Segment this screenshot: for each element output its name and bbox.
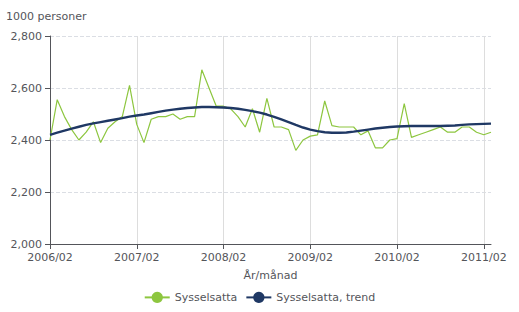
svg-text:1000 personer: 1000 personer (6, 10, 87, 23)
svg-text:2,400: 2,400 (11, 134, 43, 147)
svg-text:2007/02: 2007/02 (114, 251, 160, 264)
svg-text:År/månad: År/månad (244, 269, 298, 282)
svg-text:2,800: 2,800 (11, 30, 43, 43)
svg-text:2,200: 2,200 (11, 186, 43, 199)
svg-text:2,000: 2,000 (11, 238, 43, 251)
svg-text:2011/02: 2011/02 (461, 251, 507, 264)
svg-text:Sysselsatta, trend: Sysselsatta, trend (276, 291, 375, 304)
svg-text:2009/02: 2009/02 (287, 251, 333, 264)
svg-text:Sysselsatta: Sysselsatta (175, 291, 238, 304)
svg-text:2010/02: 2010/02 (374, 251, 420, 264)
svg-text:2,600: 2,600 (11, 82, 43, 95)
svg-text:2006/02: 2006/02 (27, 251, 73, 264)
svg-text:2008/02: 2008/02 (201, 251, 247, 264)
